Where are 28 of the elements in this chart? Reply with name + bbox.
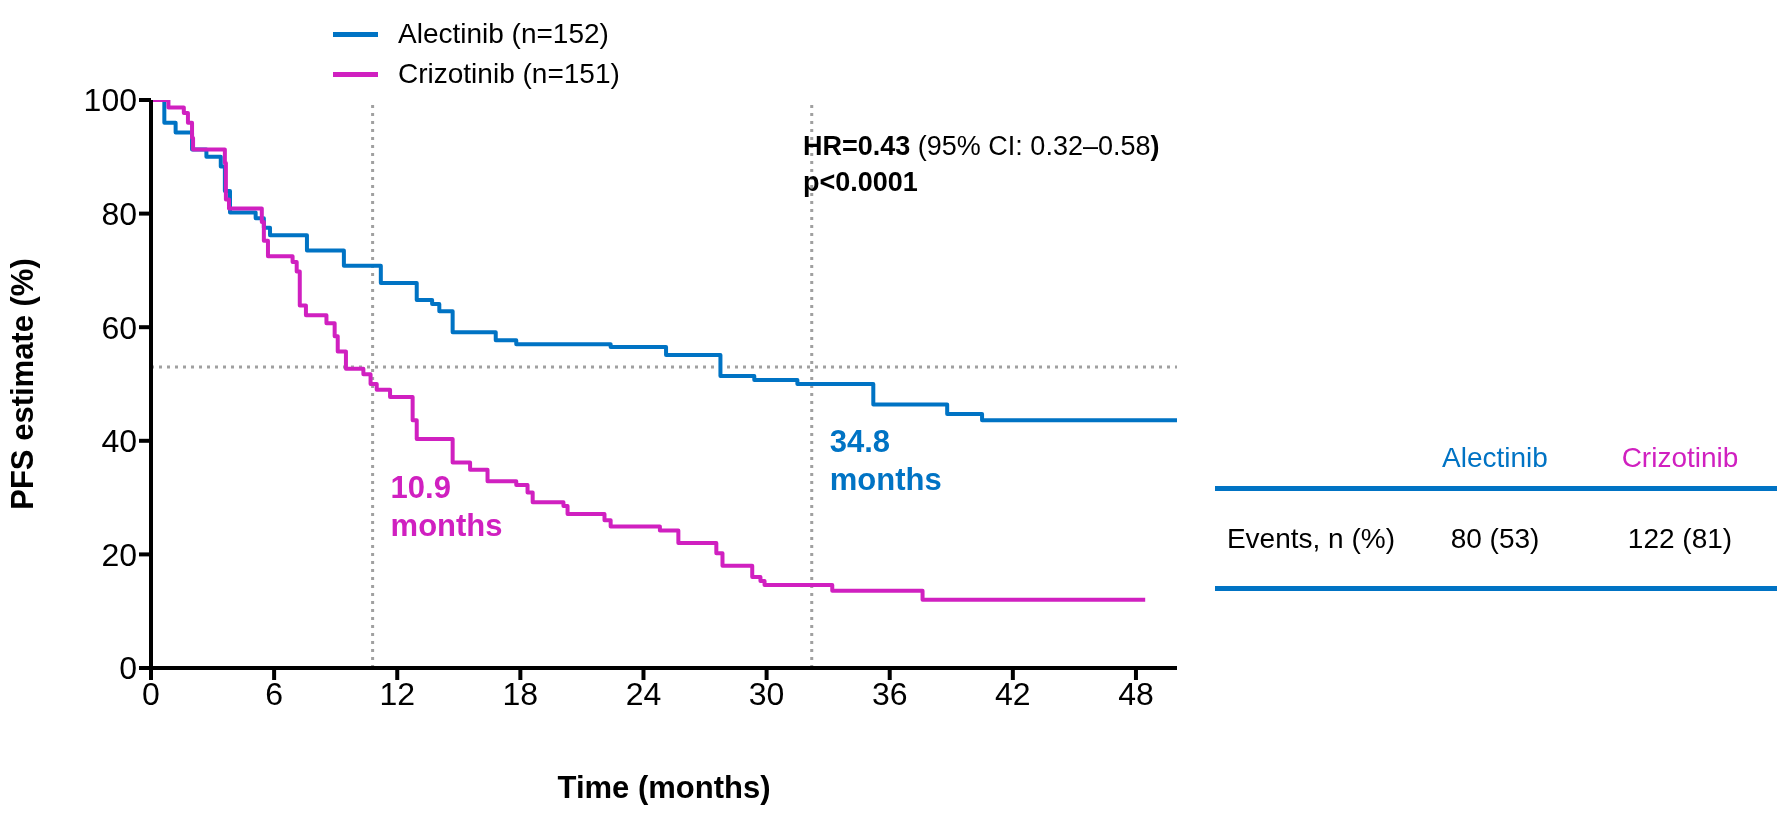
x-tick-label: 36	[871, 675, 908, 712]
y-axis-title: PFS estimate (%)	[5, 258, 41, 510]
x-tick-label: 30	[748, 675, 785, 712]
text: Crizotinib	[1620, 442, 1740, 474]
x-tick-label: 6	[265, 675, 284, 712]
y-tick-label: 80	[101, 195, 137, 232]
annotation: 34.8 months	[829, 424, 942, 498]
text: 122 (81)	[1626, 522, 1734, 555]
annotation: p<0.0001	[803, 167, 918, 197]
x-tick-label: 48	[1118, 675, 1154, 712]
legend-label: Crizotinib (n=151)	[398, 58, 620, 90]
x-tick-label: 12	[379, 675, 416, 712]
y-tick-label: 40	[101, 423, 137, 460]
x-tick-label: 42	[995, 675, 1031, 712]
y-tick-label: 60	[101, 309, 137, 346]
text: 80 (53)	[1449, 522, 1541, 555]
text: Events, n (%)	[1225, 521, 1396, 556]
annotation: 10.9 months	[390, 469, 503, 543]
y-tick-label: 20	[101, 536, 137, 573]
x-axis-title: Time (months)	[557, 770, 771, 805]
text: Alectinib	[1441, 442, 1549, 474]
legend-label: Alectinib (n=152)	[398, 18, 609, 50]
x-tick-label: 0	[142, 675, 160, 712]
y-tick-label: 100	[83, 82, 137, 119]
x-tick-label: 18	[502, 675, 539, 712]
y-tick-label: 0	[119, 650, 137, 687]
annotation: HR=0.43 (95% CI: 0.32–0.58)	[803, 130, 1160, 163]
x-tick-label: 24	[625, 675, 662, 712]
